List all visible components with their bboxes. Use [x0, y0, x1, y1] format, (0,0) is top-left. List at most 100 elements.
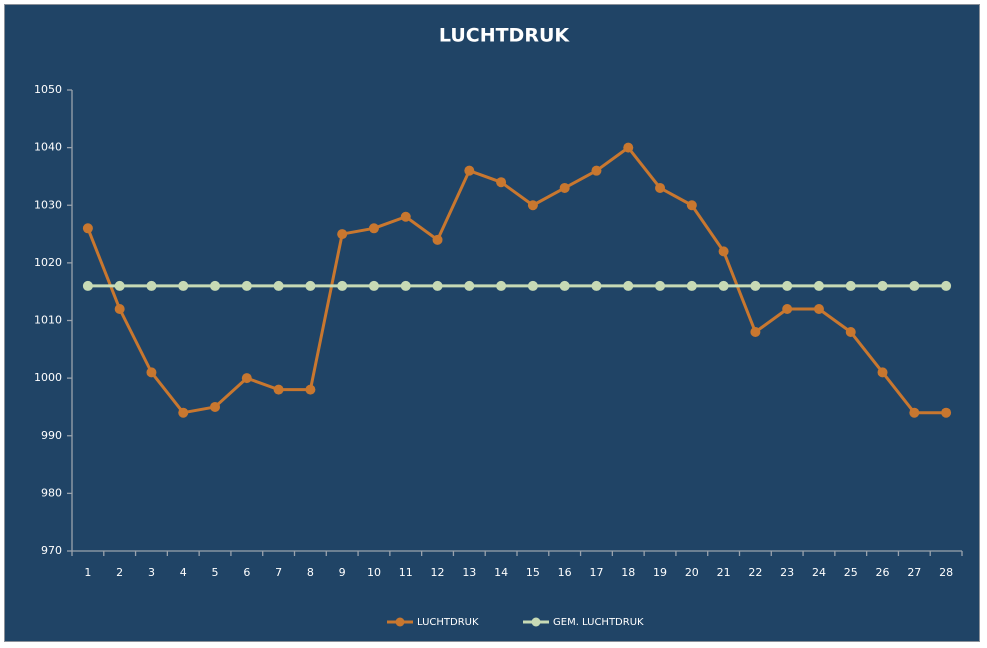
data-point: [82, 280, 93, 291]
data-point: [941, 407, 952, 418]
data-point: [877, 280, 888, 291]
y-tick-label: 970: [41, 544, 62, 557]
x-tick-label: 22: [748, 566, 762, 579]
data-point: [782, 303, 793, 314]
data-point: [496, 177, 507, 188]
x-tick-label: 21: [717, 566, 731, 579]
data-point: [146, 280, 157, 291]
data-point: [400, 280, 411, 291]
x-tick-label: 20: [685, 566, 699, 579]
data-point: [178, 407, 189, 418]
data-point: [782, 280, 793, 291]
x-tick-label: 16: [558, 566, 572, 579]
x-tick-label: 28: [939, 566, 953, 579]
x-tick-label: 12: [431, 566, 445, 579]
data-point: [527, 280, 538, 291]
data-point: [432, 280, 443, 291]
x-tick-label: 18: [621, 566, 635, 579]
legend-marker: [395, 617, 405, 627]
data-point: [146, 367, 157, 378]
data-point: [623, 280, 634, 291]
x-tick-label: 1: [84, 566, 91, 579]
chart-title: LUCHTDRUK: [439, 25, 570, 47]
x-tick-label: 19: [653, 566, 667, 579]
y-tick-label: 1050: [34, 83, 62, 96]
data-point: [718, 280, 729, 291]
y-tick-label: 1020: [34, 256, 62, 269]
data-point: [432, 234, 443, 245]
data-point: [845, 280, 856, 291]
y-tick-label: 1040: [34, 141, 62, 154]
x-tick-label: 4: [180, 566, 187, 579]
data-point: [464, 280, 475, 291]
data-point: [496, 280, 507, 291]
x-tick-label: 25: [844, 566, 858, 579]
data-point: [909, 280, 920, 291]
data-point: [114, 280, 125, 291]
data-point: [559, 182, 570, 193]
data-point: [210, 280, 221, 291]
x-tick-label: 3: [148, 566, 155, 579]
data-point: [877, 367, 888, 378]
data-point: [559, 280, 570, 291]
data-point: [750, 327, 761, 338]
data-point: [591, 280, 602, 291]
data-point: [527, 200, 538, 211]
data-point: [368, 223, 379, 234]
data-point: [686, 280, 697, 291]
x-tick-label: 24: [812, 566, 826, 579]
x-tick-label: 5: [212, 566, 219, 579]
data-point: [813, 280, 824, 291]
data-point: [750, 280, 761, 291]
data-point: [686, 200, 697, 211]
data-point: [718, 246, 729, 257]
legend-marker: [531, 617, 541, 627]
data-point: [464, 165, 475, 176]
data-point: [337, 229, 348, 240]
data-point: [273, 280, 284, 291]
data-point: [241, 373, 252, 384]
data-point: [813, 303, 824, 314]
x-tick-label: 17: [589, 566, 603, 579]
y-tick-label: 1000: [34, 371, 62, 384]
x-tick-label: 7: [275, 566, 282, 579]
data-point: [400, 211, 411, 222]
x-tick-label: 11: [399, 566, 413, 579]
x-tick-label: 6: [243, 566, 250, 579]
y-tick-label: 1030: [34, 198, 62, 211]
data-point: [210, 401, 221, 412]
y-tick-label: 990: [41, 429, 62, 442]
data-point: [655, 280, 666, 291]
x-tick-label: 14: [494, 566, 508, 579]
x-tick-label: 26: [876, 566, 890, 579]
x-tick-label: 2: [116, 566, 123, 579]
x-tick-label: 13: [462, 566, 476, 579]
x-tick-label: 15: [526, 566, 540, 579]
data-point: [941, 280, 952, 291]
legend-label: LUCHTDRUK: [417, 617, 479, 628]
data-point: [82, 223, 93, 234]
data-point: [305, 384, 316, 395]
series-line: [86, 146, 947, 415]
data-point: [909, 407, 920, 418]
chart-background: [4, 4, 980, 642]
data-point: [591, 165, 602, 176]
x-tick-label: 23: [780, 566, 794, 579]
data-point: [273, 384, 284, 395]
data-point: [368, 280, 379, 291]
x-tick-label: 8: [307, 566, 314, 579]
data-point: [337, 280, 348, 291]
y-tick-label: 1010: [34, 314, 62, 327]
x-tick-label: 9: [339, 566, 346, 579]
x-tick-label: 10: [367, 566, 381, 579]
data-point: [655, 182, 666, 193]
x-tick-label: 27: [907, 566, 921, 579]
y-tick-label: 980: [41, 486, 62, 499]
data-point: [241, 280, 252, 291]
data-point: [305, 280, 316, 291]
legend-label: GEM. LUCHTDRUK: [553, 617, 644, 628]
data-point: [178, 280, 189, 291]
data-point: [114, 303, 125, 314]
data-point: [623, 142, 634, 153]
